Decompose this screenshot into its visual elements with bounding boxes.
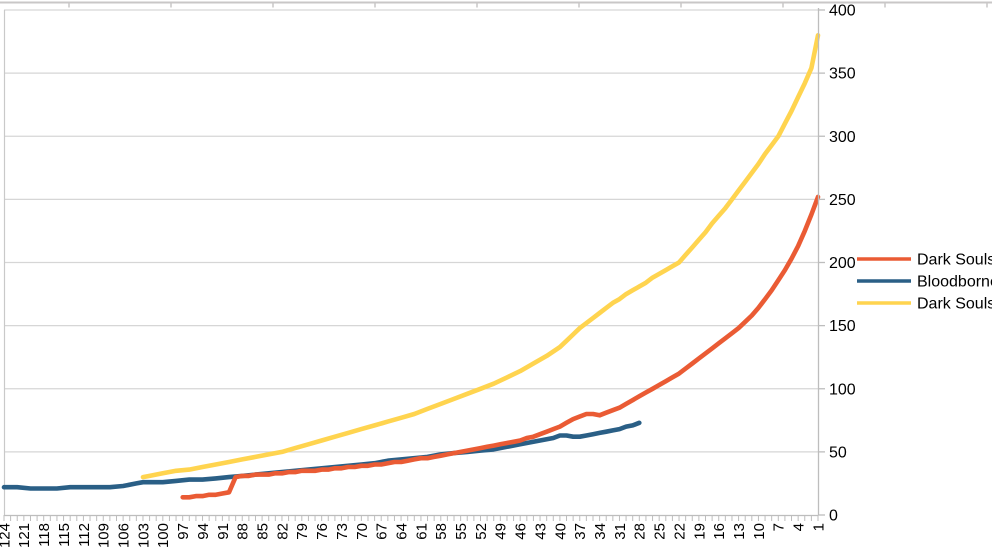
legend-label: Dark Souls [917,296,992,313]
y-axis-label: 0 [829,508,838,525]
x-axis-label: 82 [274,523,291,540]
x-axis-label: 10 [751,523,768,540]
gridlines [4,9,818,453]
x-axis-label: 1 [810,523,827,531]
x-axis-label: 52 [473,523,490,540]
x-axis-label: 13 [731,523,748,540]
x-axis-label: 88 [235,523,252,540]
y-axis-labels: 0 50 100 150 200 250 300 350 400 [829,3,856,525]
x-axis-label: 43 [532,523,549,540]
x-axis-label: 76 [314,523,331,540]
x-axis-label: 61 [413,523,430,540]
legend: Dark Souls II Bloodborne Dark Souls [857,252,992,313]
series-lines [1,32,821,500]
series-line-dark-souls-ii [180,194,821,500]
cropped-ui-strip-above-chart [0,1,992,8]
x-axis-label: 49 [493,523,510,540]
y-axis-label: 100 [829,381,856,398]
y-axis-label: 300 [829,129,856,146]
x-axis-label: 97 [175,523,192,540]
legend-item-dark-souls-ii: Dark Souls II [857,252,992,269]
x-axis-label: 67 [374,523,391,540]
x-axis-label: 103 [135,523,152,548]
axes [3,8,825,521]
series-line-dark-souls [140,32,821,480]
x-axis-labels: 124 121 118 115 112 109 106 103 100 97 94 91 88 85 82 7… [0,523,827,548]
x-axis-label: 40 [552,523,569,540]
x-axis-label: 118 [36,523,53,547]
legend-label: Bloodborne [917,274,992,291]
x-axis-label: 79 [294,523,311,540]
x-axis-label: 25 [652,523,669,540]
y-axis-label: 350 [829,66,856,83]
x-axis-label: 121 [16,523,33,548]
legend-label: Dark Souls II [917,252,992,269]
x-axis-label: 37 [572,523,589,540]
x-axis-label: 46 [513,523,530,540]
y-axis-label: 250 [829,192,856,209]
y-axis-label: 50 [829,444,847,461]
x-axis-label: 91 [215,523,232,540]
x-axis-label: 85 [254,523,271,540]
x-axis-label: 64 [393,523,410,540]
y-axis-label: 400 [829,3,856,20]
x-axis-label: 73 [334,523,351,540]
x-axis-label: 19 [691,523,708,540]
x-axis-label: 55 [453,523,470,540]
x-axis-label: 34 [592,523,609,540]
y-axis-label: 200 [829,255,856,272]
x-axis-label: 109 [96,523,113,548]
legend-item-dark-souls: Dark Souls [857,296,992,313]
x-axis-label: 28 [632,523,649,540]
x-axis-label: 94 [195,523,212,540]
x-axis-label: 112 [76,523,93,547]
x-axis-label: 70 [354,523,371,540]
x-axis-label: 124 [0,523,13,548]
x-axis-label: 115 [56,523,73,547]
x-axis-label: 106 [116,523,133,548]
legend-item-bloodborne: Bloodborne [857,274,992,291]
x-axis-label: 4 [791,523,808,531]
x-axis-label: 7 [771,523,788,531]
x-axis-label: 31 [612,523,629,540]
x-axis-label: 100 [155,523,172,548]
x-axis-label: 16 [711,523,728,540]
x-axis-label: 58 [433,523,450,540]
x-axis-label: 22 [671,523,688,540]
y-axis-label: 150 [829,318,856,335]
